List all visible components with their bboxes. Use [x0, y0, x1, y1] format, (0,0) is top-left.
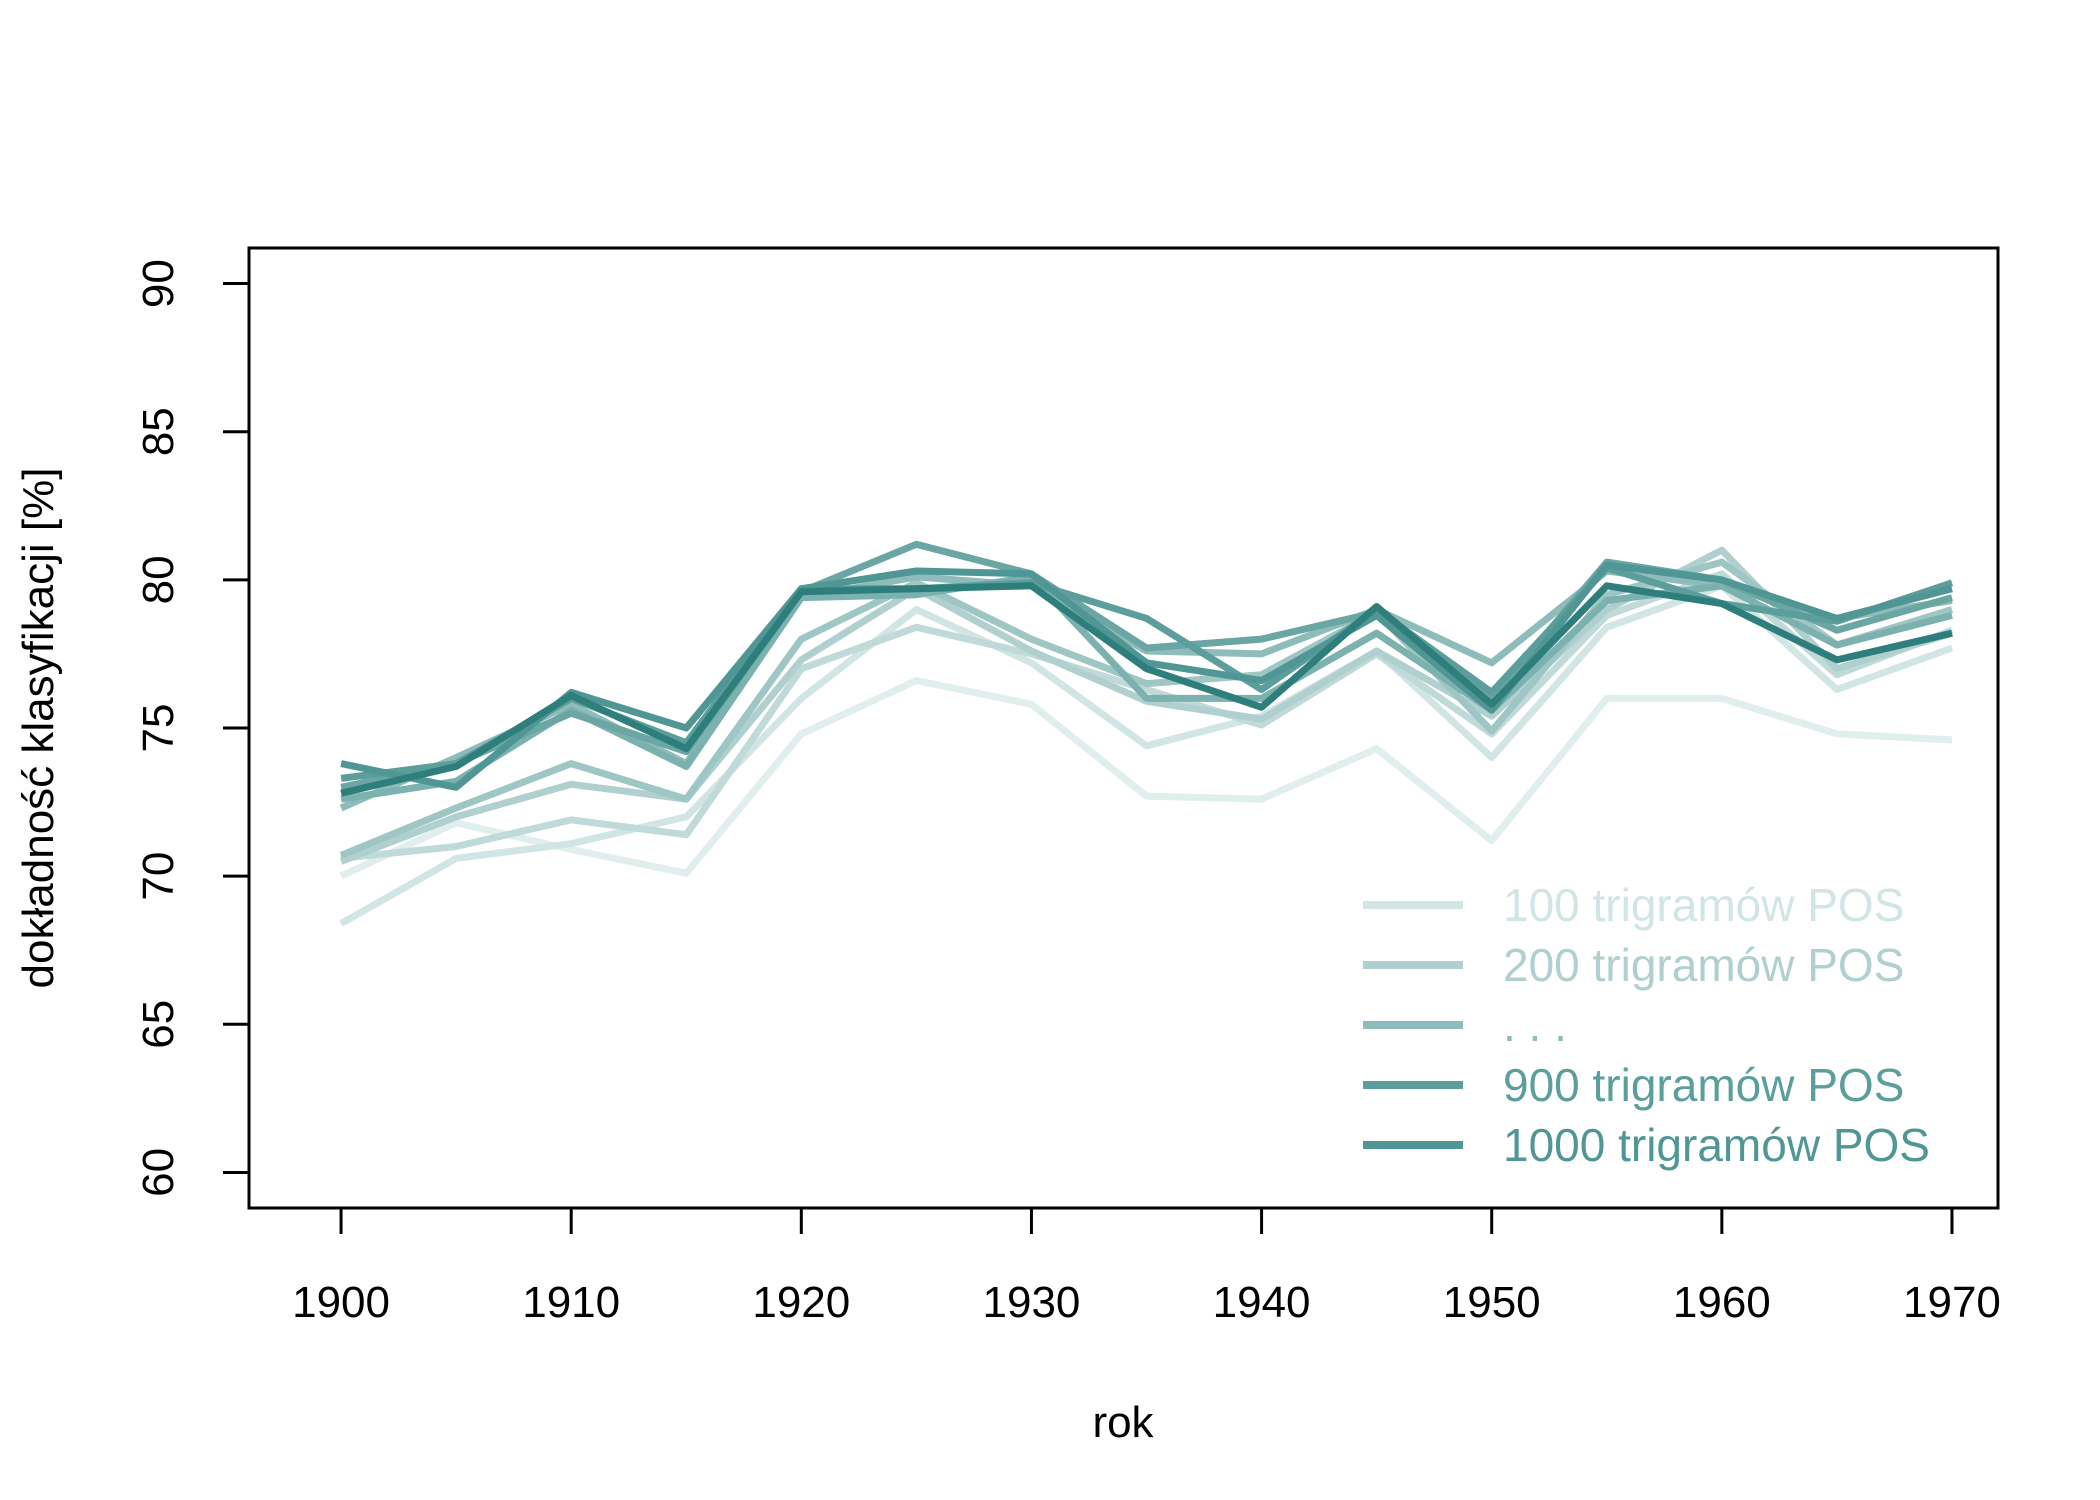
x-tick-label: 1910 — [522, 1278, 620, 1327]
x-tick-label: 1900 — [292, 1278, 390, 1327]
y-axis-label: dokładność klasyfikacji [%] — [14, 468, 63, 989]
series-line-11 — [340, 582, 1953, 797]
legend-label-5: 1000 trigramów POS — [1503, 1119, 1930, 1171]
x-tick-label: 1930 — [983, 1278, 1081, 1327]
x-tick-label: 1960 — [1673, 1278, 1771, 1327]
legend-label-4: 900 trigramów POS — [1503, 1059, 1904, 1111]
y-tick-label: 60 — [134, 1148, 183, 1197]
y-tick-label: 70 — [134, 852, 183, 901]
x-axis-label: rok — [1092, 1398, 1154, 1447]
y-tick-label: 75 — [134, 704, 183, 753]
y-tick-label: 85 — [134, 407, 183, 456]
legend-label-1: 100 trigramów POS — [1503, 879, 1904, 931]
legend-label-2: 200 trigramów POS — [1503, 939, 1904, 991]
x-tick-label: 1970 — [1903, 1278, 2001, 1327]
x-tick-label: 1950 — [1443, 1278, 1541, 1327]
series-line-10 — [340, 561, 1953, 791]
series-layer — [339, 540, 1954, 927]
y-tick-label: 65 — [134, 1000, 183, 1049]
series-line-1 — [339, 677, 1953, 880]
y-tick-label: 80 — [134, 555, 183, 604]
legend-label-3: . . . — [1503, 999, 1567, 1051]
series-line-2 — [339, 582, 1954, 927]
x-axis: 1900 1910 1920 1930 1940 1950 1960 1970 — [292, 1206, 2001, 1327]
y-axis: 60 65 70 75 80 85 90 — [134, 259, 251, 1197]
y-tick-label: 90 — [134, 259, 183, 308]
legend: 100 trigramów POS 200 trigramów POS . . . 9… — [1363, 879, 1930, 1171]
x-tick-label: 1940 — [1213, 1278, 1311, 1327]
x-tick-label: 1920 — [752, 1278, 850, 1327]
